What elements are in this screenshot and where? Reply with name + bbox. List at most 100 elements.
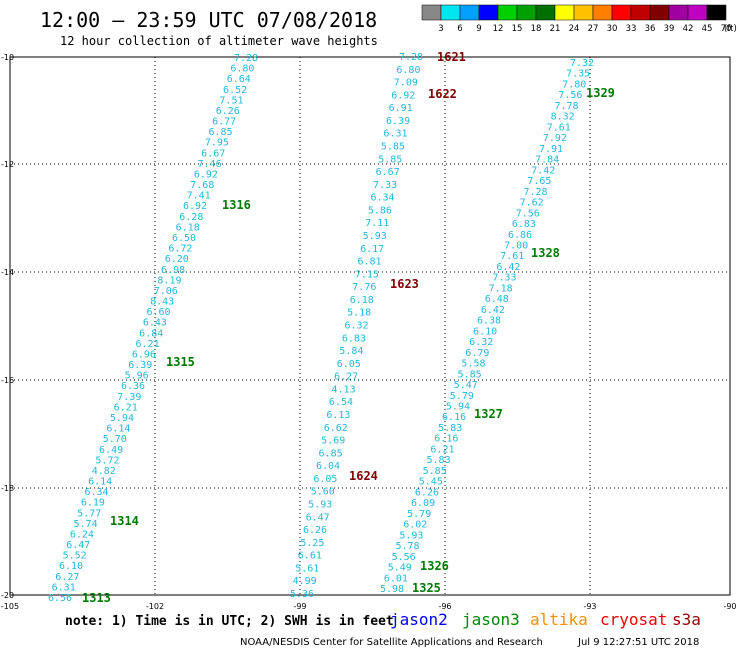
wave-height-value: 5.84 [339,346,363,357]
x-tick-label: -99 [293,602,306,611]
wave-height-value: 7.33 [492,273,516,284]
wave-height-value: 6.64 [227,74,251,85]
wave-height-value: 6.60 [146,307,170,318]
wave-height-value: 6.04 [316,461,340,472]
wave-height-value: 6.50 [172,233,196,244]
legend-label: 9 [476,24,481,34]
wave-height-value: 4.13 [332,384,356,395]
wave-height-value: 7.15 [355,269,379,280]
axis-ticks: -10 -12 -14 -16 -18 -20 -105 -102 -99 -96 -93 -90 [1,53,737,611]
wave-height-value: 6.27 [334,372,358,383]
wave-height-value: 6.42 [496,262,520,273]
y-tick-label: -14 [1,268,14,277]
legend-label: 3 [438,24,443,34]
wave-height-value: 8.19 [157,275,181,286]
wave-height-value: 6.19 [81,498,105,509]
wave-height-value: 5.78 [396,541,420,552]
wave-height-value: 6.47 [66,540,90,551]
wave-height-value: 5.36 [290,589,314,600]
wave-height-value: 6.34 [370,193,394,204]
legend-label: 36 [645,24,656,34]
wave-height-value: 7.00 [504,240,528,251]
legend-swatch [516,4,537,21]
wave-height-value: 6.16 [434,434,458,445]
y-tick-label: -18 [1,484,14,493]
wave-height-value: 7.61 [547,122,571,133]
legend-swatch [687,4,708,21]
legend-swatch [592,4,613,21]
wave-height-value: 6.77 [212,117,236,128]
wave-height-value: 6.38 [477,316,501,327]
wave-height-value: 5.69 [321,436,345,447]
pass-label: 1623 [390,277,419,291]
wave-height-value: 6.39 [128,360,152,371]
legend-label: 18 [531,24,542,34]
satellite-label: altika [530,610,588,629]
wave-height-value: 7.39 [117,392,141,403]
legend-swatch [459,4,480,21]
satellite-label: cryosat [600,610,667,629]
wave-height-value: 7.51 [219,95,243,106]
wave-height-value: 6.17 [360,244,384,255]
wave-height-value: 6.32 [469,337,493,348]
pass-label: 1326 [420,559,449,573]
wave-height-value: 6.84 [139,328,163,339]
wave-height-value: 6.61 [298,551,322,562]
wave-height-value: 6.26 [303,525,327,536]
wave-height-value: 7.91 [539,144,563,155]
wave-height-value: 6.16 [442,412,466,423]
wave-height-value: 5.79 [450,391,474,402]
wave-height-value: 6.26 [216,106,240,117]
wave-height-value: 6.85 [319,448,343,459]
wave-height-value: 7.41 [187,191,211,202]
wave-height-value: 7.84 [535,155,559,166]
legend-label: 45 [702,24,713,34]
map-title: 12:00 – 23:59 UTC 07/08/2018 [40,8,377,32]
wave-height-value: 7.32 [570,58,594,69]
legend-label: 12 [493,24,504,34]
y-tick-label: -10 [1,53,14,62]
wave-height-value: 6.92 [391,90,415,101]
wave-height-value: 5.18 [347,308,371,319]
wave-height-value: 6.21 [114,402,138,413]
wave-height-legend: 3 6 9 12 15 18 21 24 27 30 33 36 39 42 45 70(ft) [421,4,737,34]
legend-label: 70 [721,24,732,34]
legend-swatch [668,4,689,21]
wave-height-value: 5.79 [407,509,431,520]
wave-height-value: 6.42 [481,305,505,316]
wave-height-value: 6.62 [324,423,348,434]
legend-label: 21 [550,24,561,34]
wave-height-value: 6.31 [52,582,76,593]
satellite-tracks: 7.286.806.646.527.516.266.776.857.956.67… [48,52,594,604]
legend-swatch [630,4,651,21]
footer-credit: NOAA/NESDIS Center for Satellite Applica… [240,637,543,648]
legend-swatch [478,4,499,21]
wave-height-value: 5.52 [63,551,87,562]
footer-timestamp: Jul 9 12:27:51 UTC 2018 [577,637,699,648]
wave-height-value: 5.49 [388,563,412,574]
wave-height-value: 6.80 [230,64,254,75]
wave-height-value: 6.24 [70,529,94,540]
x-tick-label: -90 [723,602,736,611]
wave-height-value: 5.70 [103,434,127,445]
wave-height-value: 7.61 [500,251,524,262]
satellite-legend: jason2 jason3 altika cryosat s3a [390,610,701,629]
y-tick-label: -20 [1,591,14,600]
legend-label: 42 [683,24,694,34]
wave-height-value: 7.46 [198,159,222,170]
wave-height-value: 5.72 [95,455,119,466]
legend-swatch [554,4,575,21]
wave-height-value: 6.36 [121,381,145,392]
wave-height-value: 6.10 [59,561,83,572]
wave-height-value: 6.13 [326,410,350,421]
wave-height-value: 7.06 [154,286,178,297]
wave-height-value: 6.18 [350,295,374,306]
wave-height-value: 5.83 [427,455,451,466]
wave-height-value: 4.99 [293,576,317,587]
wave-height-value: 5.86 [368,205,392,216]
map-subtitle: 12 hour collection of altimeter wave hei… [60,34,378,48]
wave-height-value: 6.79 [465,348,489,359]
pass-label: 1315 [166,355,195,369]
wave-height-value: 7.56 [558,90,582,101]
